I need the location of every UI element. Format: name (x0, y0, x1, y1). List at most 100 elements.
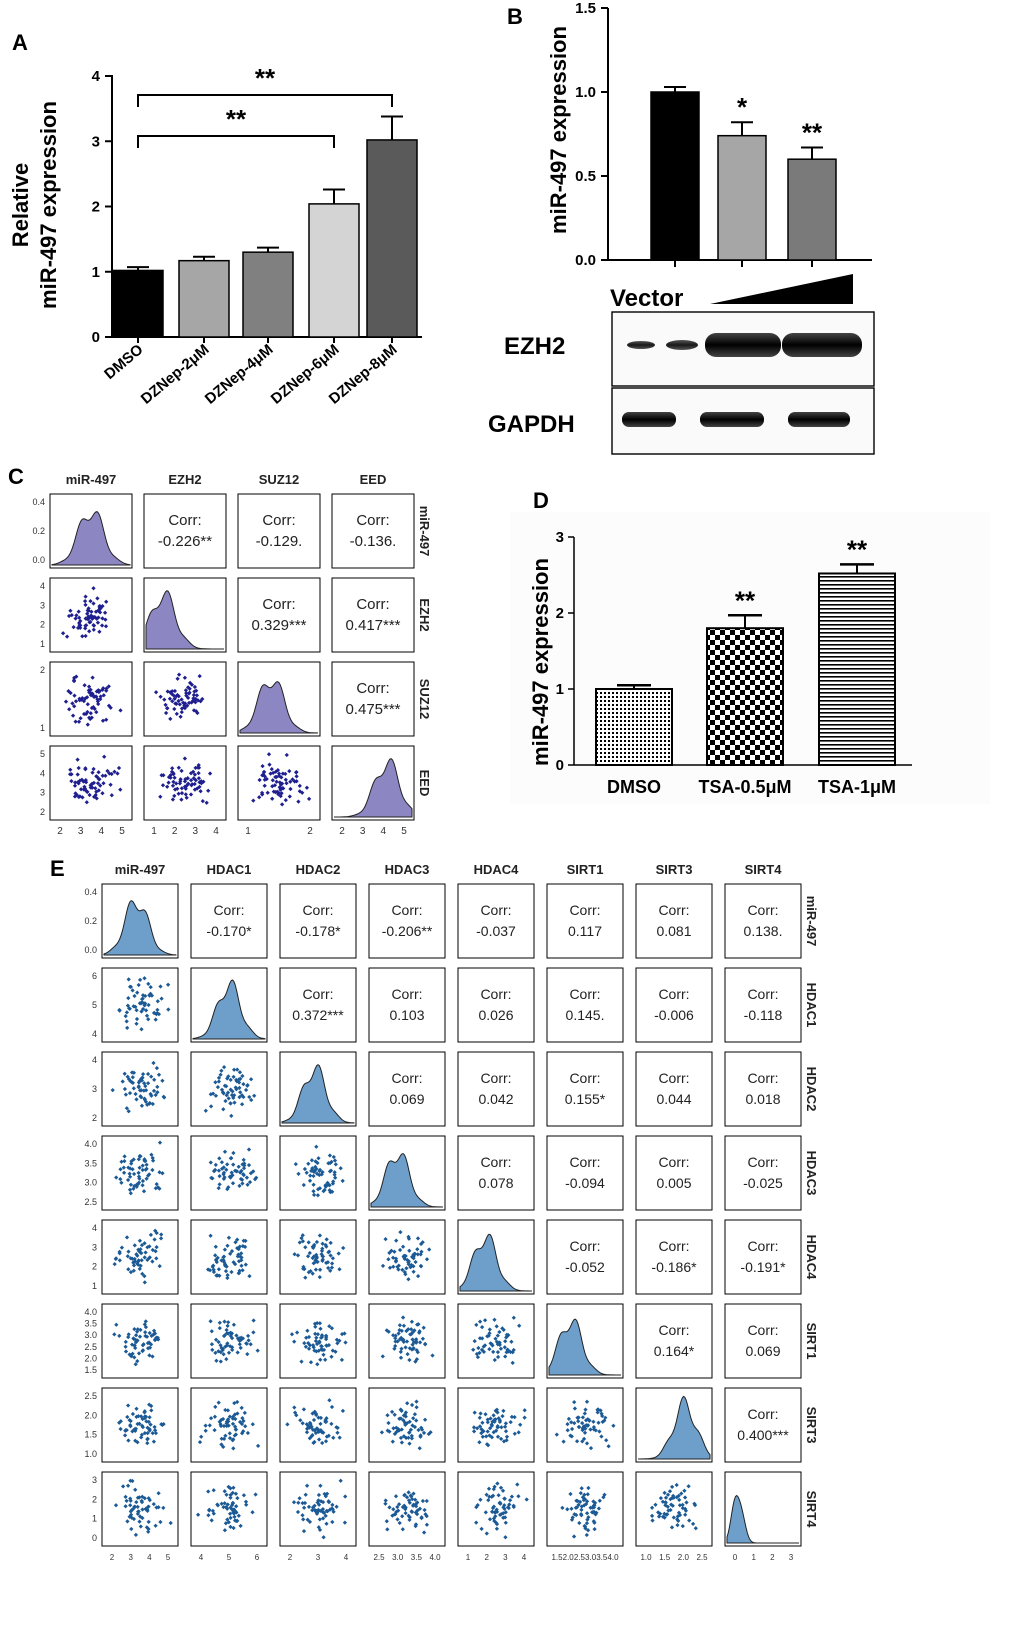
matrix-corr-value: 0.372*** (292, 1007, 344, 1023)
matrix-scatter-point (216, 1075, 222, 1081)
matrix-y-tick-label: 2.5 (84, 1391, 97, 1401)
matrix-scatter-point (271, 770, 276, 776)
matrix-scatter-point (233, 1491, 239, 1496)
matrix-scatter-point (147, 1415, 152, 1420)
matrix-corr-value: 0.329*** (251, 617, 306, 634)
matrix-scatter-point (393, 1339, 398, 1344)
matrix-corr-label: Corr: (480, 1154, 511, 1170)
matrix-scatter-point (240, 1243, 246, 1249)
matrix-scatter-point (477, 1319, 483, 1324)
matrix-scatter-point (394, 1238, 399, 1243)
matrix-scatter-point (316, 1156, 321, 1161)
matrix-scatter-point (316, 1525, 321, 1530)
matrix-scatter-point (144, 1166, 149, 1171)
matrix-scatter-point (169, 691, 174, 696)
matrix-scatter-point (239, 1251, 244, 1256)
matrix-scatter-point (412, 1328, 417, 1333)
matrix-cell (635, 967, 713, 1043)
matrix-scatter-point (232, 1400, 237, 1406)
panel-a-ylabel-line1: Relative (8, 163, 33, 247)
matrix-scatter-point (223, 1407, 228, 1413)
matrix-scatter-point (221, 1165, 226, 1170)
matrix-scatter-point (178, 714, 183, 719)
matrix-scatter-point (142, 1241, 147, 1246)
matrix-scatter-point (262, 783, 267, 788)
matrix-scatter-point (387, 1265, 393, 1270)
matrix-x-tick-label: 4 (381, 826, 387, 837)
matrix-column-header: SIRT4 (745, 862, 783, 877)
matrix-scatter-point (183, 792, 188, 797)
matrix-scatter-point (484, 1492, 489, 1497)
matrix-x-tick-label: 5 (166, 1553, 171, 1562)
matrix-scatter-point (317, 1233, 323, 1238)
matrix-scatter-point (174, 701, 179, 707)
matrix-scatter-point (311, 1192, 317, 1198)
matrix-y-tick-label: 2 (92, 1494, 97, 1504)
matrix-scatter-point (579, 1486, 584, 1491)
matrix-scatter-point (133, 1337, 139, 1343)
matrix-scatter-point (211, 1511, 216, 1516)
matrix-scatter-point (158, 694, 163, 699)
matrix-scatter-point (127, 1174, 133, 1179)
matrix-scatter-point (219, 1160, 225, 1165)
matrix-scatter-point (255, 1443, 261, 1449)
matrix-scatter-point (219, 1501, 224, 1506)
matrix-scatter-point (267, 762, 272, 767)
matrix-scatter-point (168, 1520, 173, 1526)
matrix-scatter-point (485, 1420, 490, 1425)
matrix-y-tick-label: 4 (92, 1223, 97, 1233)
matrix-scatter-point (177, 781, 183, 786)
matrix-scatter-point (495, 1349, 501, 1355)
matrix-scatter-point (149, 1408, 154, 1413)
matrix-scatter-point (305, 1254, 311, 1259)
matrix-scatter-point (150, 1430, 155, 1436)
matrix-scatter-point (671, 1515, 676, 1520)
matrix-scatter-point (216, 1349, 221, 1354)
matrix-scatter-point (306, 1240, 311, 1245)
matrix-scatter-point (472, 1410, 477, 1415)
matrix-scatter-point (128, 1269, 134, 1275)
matrix-scatter-point (686, 1484, 691, 1489)
matrix-scatter-point (508, 1419, 513, 1425)
matrix-scatter-point (184, 795, 189, 800)
matrix-scatter-point (424, 1513, 429, 1519)
matrix-scatter-point (329, 1421, 334, 1427)
matrix-scatter-point (265, 790, 270, 795)
matrix-corr-label: Corr: (569, 1238, 600, 1254)
matrix-cell (635, 883, 713, 959)
matrix-corr-value: -0.129. (256, 533, 303, 550)
matrix-scatter-point (264, 776, 269, 782)
matrix-scatter-point (248, 1077, 254, 1082)
matrix-scatter-point (219, 1068, 224, 1073)
matrix-density-curve (103, 900, 177, 956)
matrix-scatter-point (237, 1183, 242, 1189)
matrix-scatter-point (329, 1404, 335, 1410)
matrix-scatter-point (487, 1346, 492, 1352)
matrix-scatter-point (236, 1259, 242, 1264)
matrix-cell (724, 1051, 802, 1127)
matrix-corr-value: 0.069 (745, 1343, 780, 1359)
matrix-scatter-point (579, 1504, 584, 1509)
matrix-scatter-point (414, 1399, 419, 1404)
matrix-scatter-point (588, 1445, 594, 1451)
matrix-scatter-point (584, 1399, 590, 1404)
matrix-scatter-point (657, 1511, 663, 1516)
matrix-scatter-point (504, 1434, 510, 1439)
matrix-scatter-point (397, 1520, 402, 1526)
matrix-scatter-point (197, 1439, 203, 1445)
matrix-scatter-point (394, 1509, 399, 1515)
matrix-x-tick-label: 3 (360, 826, 366, 837)
matrix-scatter-point (315, 1193, 321, 1198)
matrix-scatter-point (329, 1326, 335, 1331)
matrix-scatter-point (502, 1496, 507, 1501)
matrix-scatter-point (208, 1416, 214, 1421)
matrix-scatter-point (606, 1444, 611, 1449)
matrix-scatter-point (135, 1495, 141, 1500)
matrix-cell (190, 1303, 268, 1379)
matrix-scatter-point (415, 1236, 421, 1241)
matrix-density-curve (370, 1153, 443, 1208)
matrix-cell (457, 1051, 535, 1127)
matrix-scatter-point (153, 1017, 158, 1022)
matrix-scatter-point (172, 696, 177, 701)
matrix-scatter-point (292, 1339, 297, 1344)
